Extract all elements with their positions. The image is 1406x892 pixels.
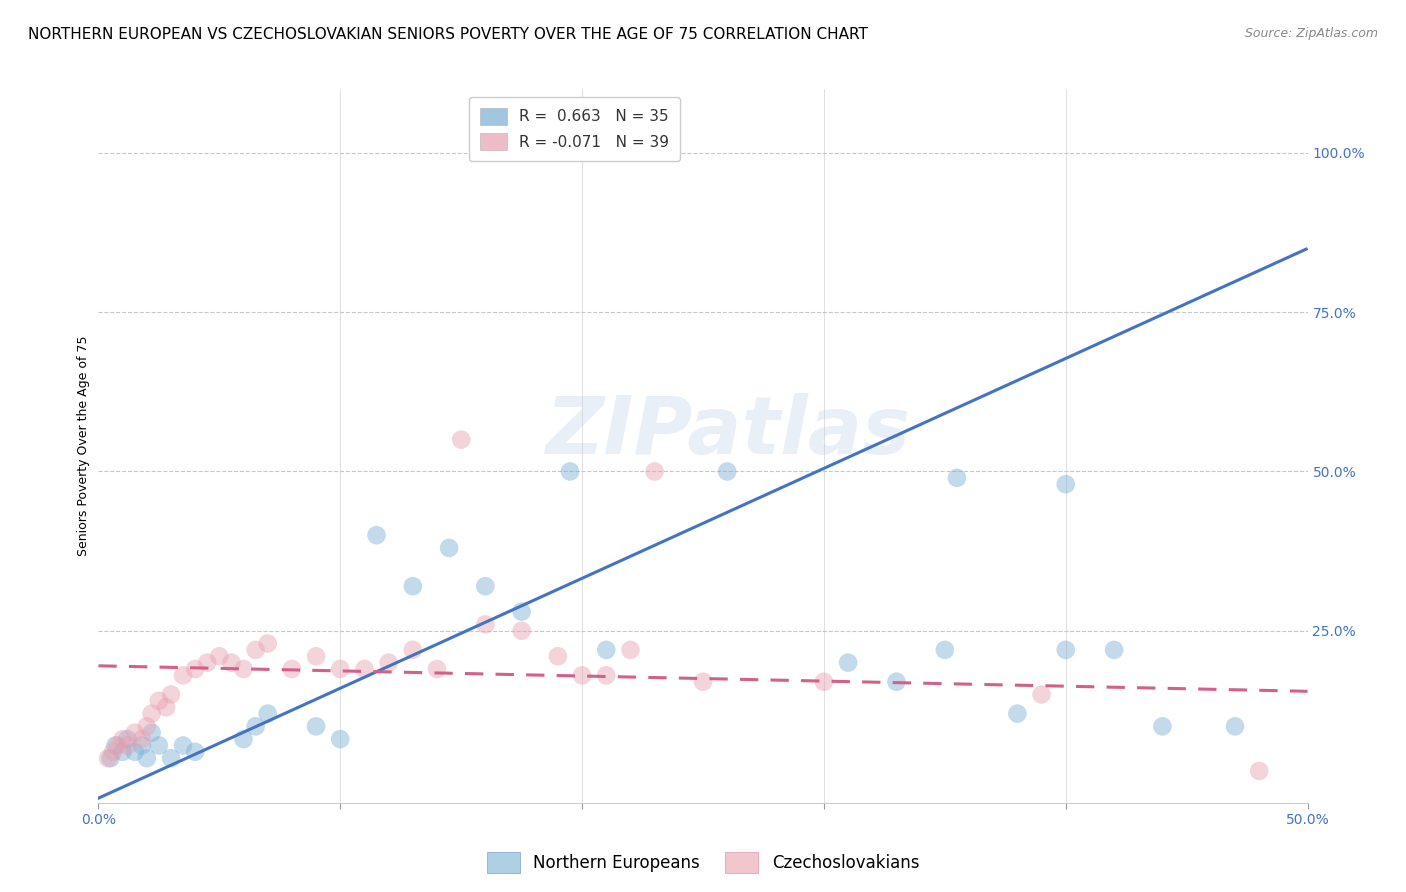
Point xyxy=(100,751,122,765)
Point xyxy=(946,471,969,485)
Point xyxy=(1223,719,1246,733)
Point xyxy=(208,649,231,664)
Point xyxy=(474,579,496,593)
Point xyxy=(232,732,254,747)
Point xyxy=(426,662,449,676)
Point xyxy=(172,668,194,682)
Point xyxy=(510,605,533,619)
Point xyxy=(256,636,278,650)
Point xyxy=(595,643,617,657)
Point xyxy=(135,751,157,765)
Point xyxy=(619,643,641,657)
Point xyxy=(402,579,425,593)
Point xyxy=(101,745,124,759)
Point xyxy=(111,745,134,759)
Point xyxy=(837,656,859,670)
Point xyxy=(111,732,134,747)
Point xyxy=(934,643,956,657)
Point xyxy=(131,732,153,747)
Point xyxy=(256,706,278,721)
Point xyxy=(245,643,267,657)
Point xyxy=(117,739,139,753)
Point xyxy=(329,662,352,676)
Point xyxy=(141,725,163,739)
Point xyxy=(305,719,328,733)
Point xyxy=(305,649,328,664)
Point xyxy=(107,739,129,753)
Point xyxy=(813,674,835,689)
Text: ZIPatlas: ZIPatlas xyxy=(544,392,910,471)
Point xyxy=(716,465,738,479)
Point xyxy=(377,656,399,670)
Text: Source: ZipAtlas.com: Source: ZipAtlas.com xyxy=(1244,27,1378,40)
Point xyxy=(437,541,460,555)
Point xyxy=(172,739,194,753)
Point xyxy=(141,706,163,721)
Legend: R =  0.663   N = 35, R = -0.071   N = 39: R = 0.663 N = 35, R = -0.071 N = 39 xyxy=(468,97,681,161)
Point xyxy=(329,732,352,747)
Point xyxy=(644,465,666,479)
Point xyxy=(1152,719,1174,733)
Point xyxy=(571,668,593,682)
Point xyxy=(1054,477,1077,491)
Point xyxy=(232,662,254,676)
Point xyxy=(1102,643,1125,657)
Point xyxy=(547,649,569,664)
Point xyxy=(221,656,243,670)
Point xyxy=(131,739,153,753)
Point xyxy=(402,643,425,657)
Point xyxy=(1007,706,1029,721)
Point xyxy=(184,662,207,676)
Point xyxy=(245,719,267,733)
Point xyxy=(595,668,617,682)
Point xyxy=(1054,643,1077,657)
Y-axis label: Seniors Poverty Over the Age of 75: Seniors Poverty Over the Age of 75 xyxy=(77,335,90,557)
Point xyxy=(366,528,388,542)
Point xyxy=(135,719,157,733)
Point xyxy=(104,739,127,753)
Point xyxy=(692,674,714,689)
Point xyxy=(148,694,170,708)
Point xyxy=(184,745,207,759)
Point xyxy=(148,739,170,753)
Point xyxy=(281,662,304,676)
Text: NORTHERN EUROPEAN VS CZECHOSLOVAKIAN SENIORS POVERTY OVER THE AGE OF 75 CORRELAT: NORTHERN EUROPEAN VS CZECHOSLOVAKIAN SEN… xyxy=(28,27,868,42)
Point xyxy=(510,624,533,638)
Point xyxy=(160,688,183,702)
Point xyxy=(97,751,120,765)
Point xyxy=(474,617,496,632)
Point xyxy=(155,700,177,714)
Point xyxy=(558,465,581,479)
Point xyxy=(1249,764,1271,778)
Point xyxy=(1031,688,1053,702)
Point xyxy=(450,433,472,447)
Point xyxy=(124,745,146,759)
Point xyxy=(353,662,375,676)
Legend: Northern Europeans, Czechoslovakians: Northern Europeans, Czechoslovakians xyxy=(479,846,927,880)
Point xyxy=(124,725,146,739)
Point xyxy=(886,674,908,689)
Point xyxy=(160,751,183,765)
Point xyxy=(117,732,139,747)
Point xyxy=(195,656,218,670)
